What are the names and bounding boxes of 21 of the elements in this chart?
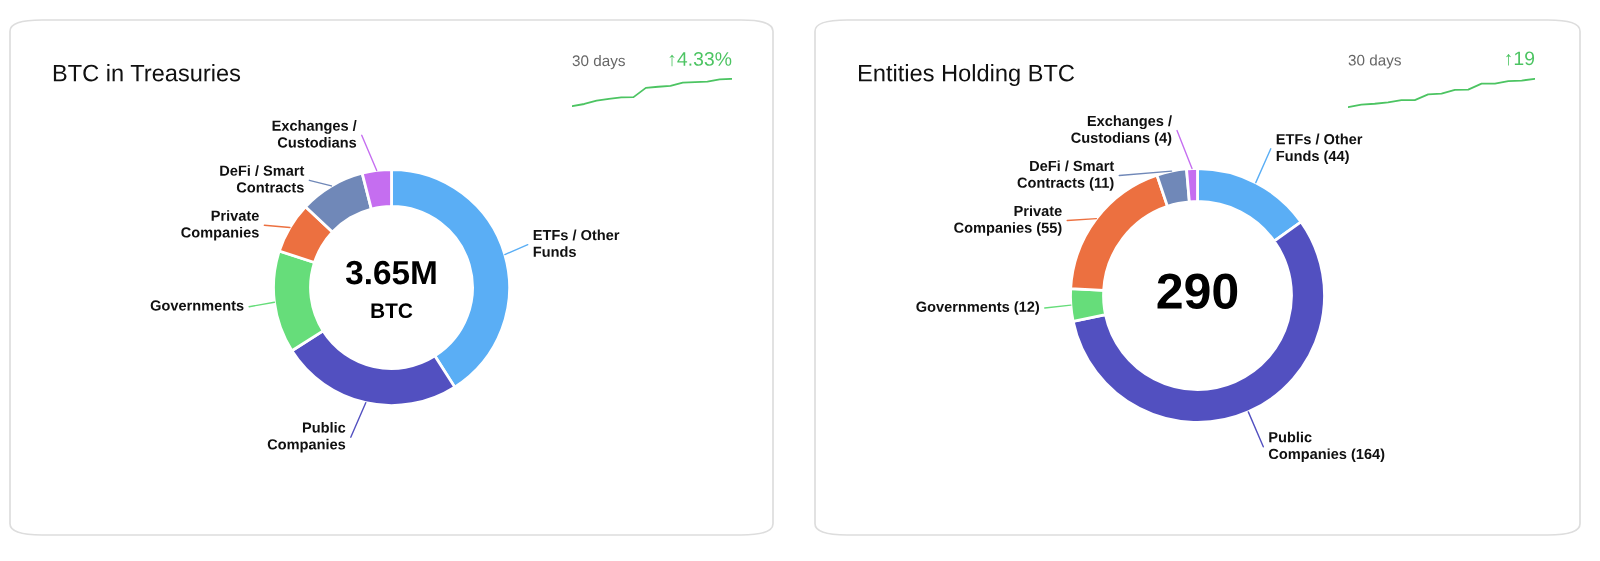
slice-label: Public Companies (164) xyxy=(1268,431,1385,462)
slice-label: Private Companies (55) xyxy=(954,205,1062,236)
chart-title: 30 days xyxy=(1348,54,1401,69)
slice-label: Exchanges / Custodians xyxy=(272,120,357,148)
slice-label: Governments (12) xyxy=(916,301,1040,315)
text: ↑19 xyxy=(1506,51,1535,66)
slice-label: Exchanges / Custodians (4) xyxy=(1071,115,1172,146)
text: ↑4.33% xyxy=(669,52,732,67)
slice-label: ETFs / Other Funds (44) xyxy=(1276,133,1363,164)
chart-title: BTC in Treasuries xyxy=(53,64,241,82)
slice-label: Private Companies xyxy=(181,210,259,241)
text: BTC xyxy=(371,303,413,319)
text: 290 xyxy=(1157,273,1238,309)
text: 3.65M xyxy=(345,260,436,285)
slice-label: ETFs / Other Funds xyxy=(533,229,620,257)
slice-label: DeFi / Smart Contracts xyxy=(220,165,305,193)
slice-label: Governments xyxy=(150,300,244,311)
slice-label: Public Companies xyxy=(267,422,346,453)
chart-title: Entities Holding BTC xyxy=(859,64,1075,87)
chart-title: 30 days xyxy=(572,54,625,70)
slice-label: DeFi / Smart Contracts (11) xyxy=(1017,160,1115,191)
